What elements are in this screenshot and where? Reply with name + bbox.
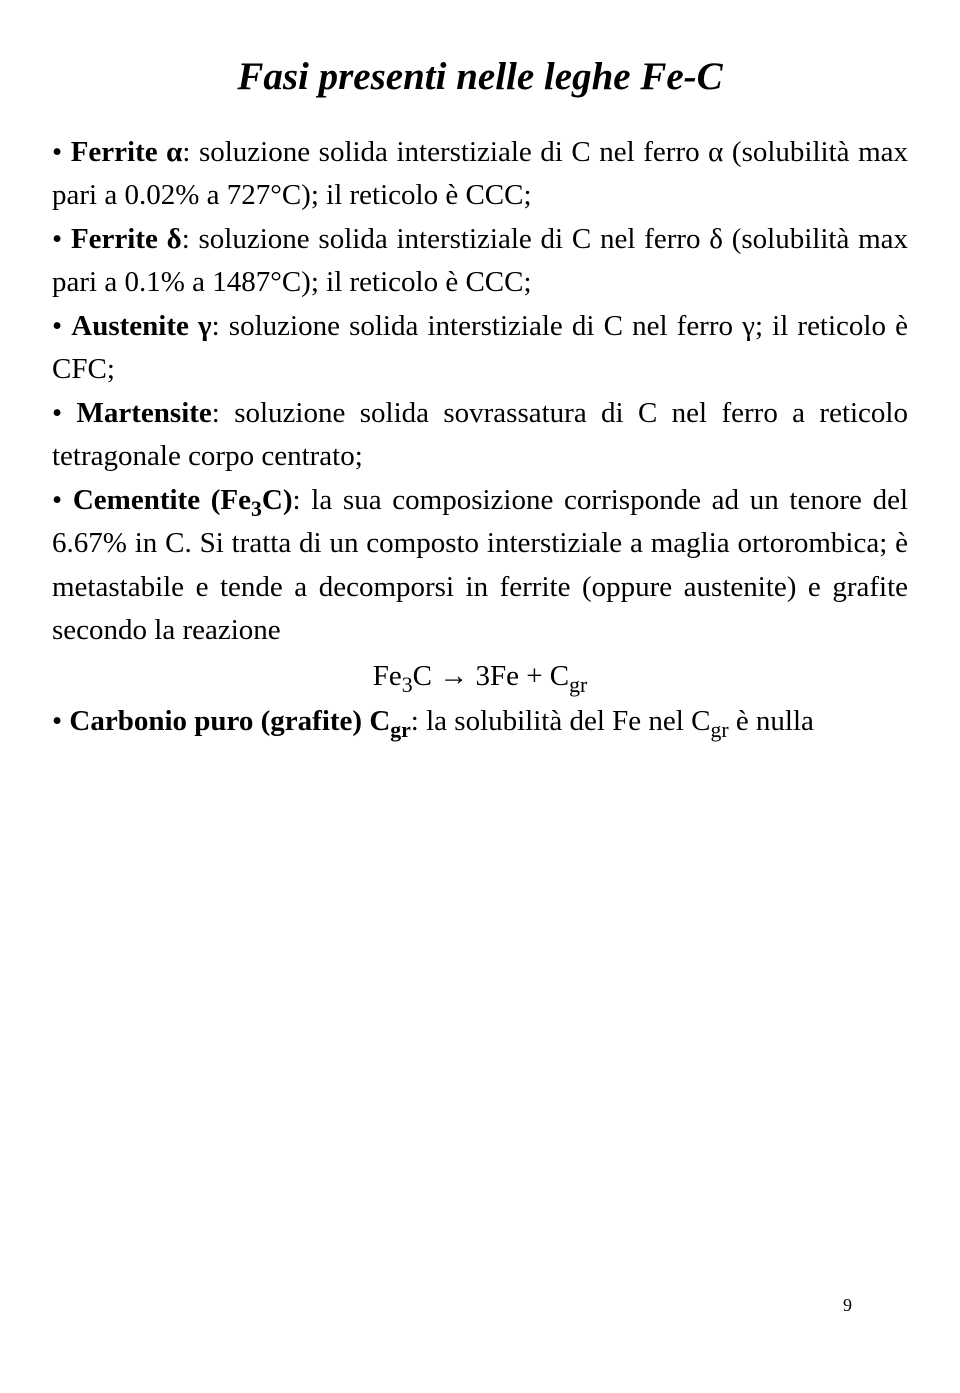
term-cementite-b: C) <box>262 484 293 516</box>
desc-carbonio-b: è nulla <box>729 705 814 737</box>
term-cementite-a: Cementite (Fe <box>73 484 251 516</box>
term-carbonio-a: Carbonio puro (grafite) C <box>69 705 390 737</box>
desc-carbonio-sub: gr <box>710 718 728 742</box>
bullet: • <box>52 397 77 429</box>
term-austenite: Austenite γ <box>71 310 211 342</box>
entry-cementite: • Cementite (Fe3C): la sua composizione … <box>52 479 908 653</box>
bullet: • <box>52 136 71 168</box>
bullet: • <box>52 705 69 737</box>
reaction: Fe3C → 3Fe + Cgr <box>52 655 908 699</box>
entry-ferrite-alpha: • Ferrite α: soluzione solida interstizi… <box>52 131 908 218</box>
term-carbonio: Carbonio puro (grafite) Cgr <box>69 705 410 737</box>
entry-martensite: • Martensite: soluzione solida sovrassat… <box>52 392 908 479</box>
page-number: 9 <box>843 1292 852 1319</box>
reaction-lhs-b: C <box>413 660 432 692</box>
term-carbonio-sub: gr <box>390 718 411 742</box>
term-ferrite-delta: Ferrite δ <box>71 223 182 255</box>
reaction-arrow: → <box>432 660 476 692</box>
bullet: • <box>52 484 73 516</box>
reaction-rhs-a: 3Fe + C <box>475 660 569 692</box>
reaction-lhs-sub: 3 <box>402 672 413 696</box>
entry-ferrite-delta: • Ferrite δ: soluzione solida interstizi… <box>52 218 908 305</box>
bullet: • <box>52 310 71 342</box>
entry-austenite: • Austenite γ: soluzione solida intersti… <box>52 305 908 392</box>
reaction-rhs-sub: gr <box>569 672 587 696</box>
reaction-lhs-a: Fe <box>373 660 402 692</box>
entry-carbonio: • Carbonio puro (grafite) Cgr: la solubi… <box>52 700 908 744</box>
bullet: • <box>52 223 71 255</box>
term-ferrite-alpha: Ferrite α <box>71 136 183 168</box>
term-martensite: Martensite <box>77 397 212 429</box>
term-cementite: Cementite (Fe3C) <box>73 484 293 516</box>
term-cementite-sub: 3 <box>251 496 262 520</box>
page-title: Fasi presenti nelle leghe Fe-C <box>52 48 908 107</box>
desc-carbonio-a: : la solubilità del Fe nel C <box>411 705 711 737</box>
